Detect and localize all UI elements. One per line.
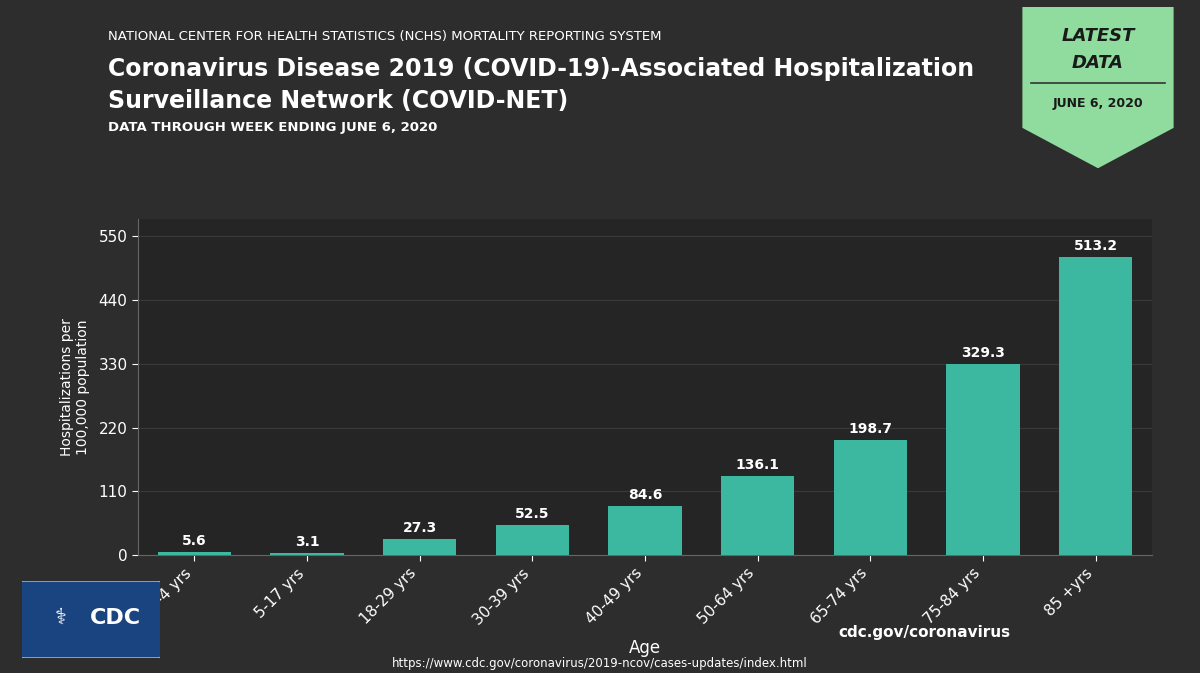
- Bar: [157, 552, 230, 555]
- Text: ⚕: ⚕: [54, 608, 66, 628]
- Text: NATIONAL CENTER FOR HEALTH STATISTICS (NCHS) MORTALITY REPORTING SYSTEM: NATIONAL CENTER FOR HEALTH STATISTICS (N…: [108, 30, 661, 43]
- Bar: [1060, 258, 1133, 555]
- Text: CDC: CDC: [90, 608, 142, 628]
- Text: 513.2: 513.2: [1074, 240, 1117, 254]
- X-axis label: Age: Age: [629, 639, 661, 657]
- Text: cdc.gov/coronavirus: cdc.gov/coronavirus: [838, 625, 1010, 640]
- Bar: [383, 539, 456, 555]
- Text: 5.6: 5.6: [182, 534, 206, 548]
- Bar: [496, 525, 569, 555]
- Polygon shape: [1022, 7, 1174, 168]
- Text: 27.3: 27.3: [402, 522, 437, 535]
- Bar: [721, 476, 794, 555]
- Text: DATA: DATA: [1072, 55, 1124, 72]
- Bar: [947, 364, 1020, 555]
- Text: JUNE 6, 2020: JUNE 6, 2020: [1052, 97, 1144, 110]
- Text: Surveillance Network (COVID-NET): Surveillance Network (COVID-NET): [108, 89, 569, 113]
- FancyBboxPatch shape: [18, 581, 163, 658]
- Bar: [834, 440, 907, 555]
- Y-axis label: Hospitalizations per
100,000 population: Hospitalizations per 100,000 population: [60, 318, 90, 456]
- Text: 329.3: 329.3: [961, 346, 1004, 360]
- Bar: [608, 506, 682, 555]
- Text: 52.5: 52.5: [515, 507, 550, 521]
- Text: Coronavirus Disease 2019 (COVID-19)-Associated Hospitalization: Coronavirus Disease 2019 (COVID-19)-Asso…: [108, 57, 974, 81]
- Text: https://www.cdc.gov/coronavirus/2019-ncov/cases-updates/index.html: https://www.cdc.gov/coronavirus/2019-nco…: [392, 657, 808, 670]
- Text: 198.7: 198.7: [848, 422, 893, 436]
- Text: 84.6: 84.6: [628, 488, 662, 502]
- Text: DATA THROUGH WEEK ENDING JUNE 6, 2020: DATA THROUGH WEEK ENDING JUNE 6, 2020: [108, 121, 437, 134]
- Text: LATEST: LATEST: [1061, 27, 1135, 45]
- Text: 3.1: 3.1: [295, 535, 319, 549]
- Text: 136.1: 136.1: [736, 458, 780, 472]
- Bar: [270, 553, 343, 555]
